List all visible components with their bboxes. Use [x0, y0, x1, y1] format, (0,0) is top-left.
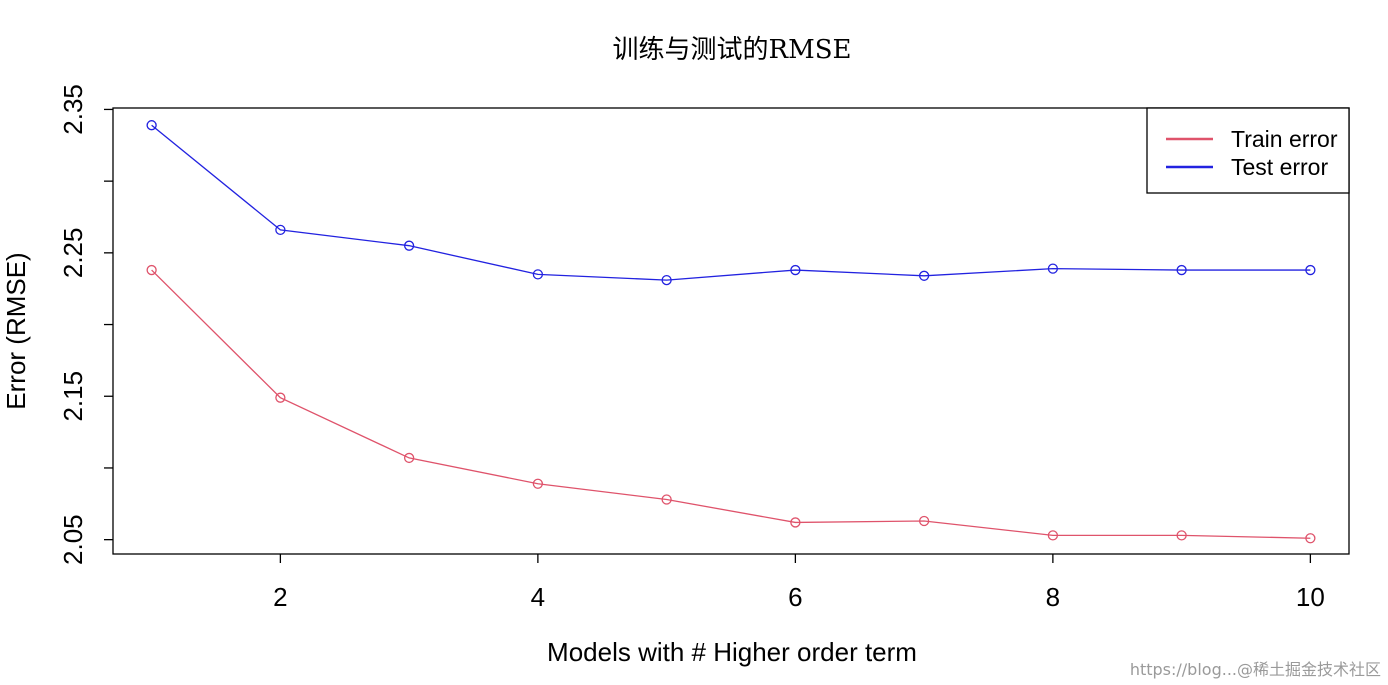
train-data-point [146, 264, 157, 276]
test-data-point [146, 120, 157, 131]
x-tick-label: 10 [1296, 582, 1325, 612]
test-data-point [1047, 263, 1059, 274]
y-tick-label: 2.35 [58, 84, 88, 135]
series-line-test [151, 124, 1311, 281]
x-tick-label: 8 [1046, 582, 1060, 612]
y-tick-label: 2.15 [58, 371, 88, 422]
train-data-point [1305, 533, 1316, 544]
plot-frame [112, 107, 1350, 555]
legend-label-test: Test error [1231, 154, 1328, 180]
y-tick-label: 2.05 [58, 514, 88, 565]
y-axis-title: Error (RMSE) [1, 252, 31, 409]
train-data-point [1047, 530, 1059, 541]
plot-area: 2 4 6 8 10 2.05 2.15 2.25 2.35 [58, 84, 1350, 612]
series-line-train [151, 269, 1311, 539]
train-data-point [918, 515, 930, 527]
x-tick-label: 6 [788, 582, 802, 612]
x-tick-label: 2 [273, 582, 287, 612]
test-data-point [918, 270, 930, 281]
x-tick-label: 4 [531, 582, 545, 612]
test-data-point [790, 264, 801, 276]
x-axis-title: Models with # Higher order term [547, 637, 917, 667]
test-data-point [403, 240, 415, 251]
train-data-point [403, 452, 415, 464]
test-data-point [661, 274, 672, 286]
train-data-point [1176, 530, 1187, 541]
train-data-point [790, 517, 801, 528]
chart-title: 训练与测试的RMSE [613, 35, 852, 65]
test-data-point [532, 269, 544, 280]
train-data-point [661, 494, 672, 505]
test-data-point [1305, 264, 1316, 276]
y-tick-label: 2.25 [58, 228, 88, 279]
train-data-point [275, 392, 286, 403]
test-data-point [275, 224, 286, 236]
train-data-point [532, 478, 544, 489]
watermark-text: https://blog...@稀土掘金技术社区 [1130, 660, 1381, 679]
legend-label-train: Train error [1231, 126, 1338, 152]
test-data-point [1176, 264, 1187, 276]
legend-box [1146, 107, 1350, 194]
